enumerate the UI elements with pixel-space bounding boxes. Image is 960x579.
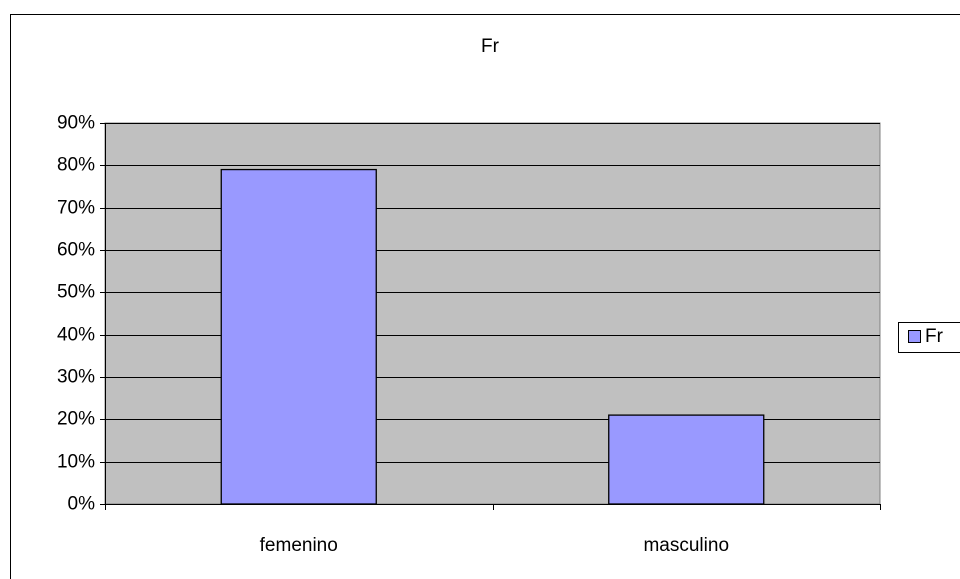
y-tick-label: 10% (57, 452, 95, 473)
y-tick-label: 70% (57, 198, 95, 219)
bar (608, 414, 765, 505)
y-tick-label: 20% (57, 409, 95, 430)
y-tick-label: 60% (57, 240, 95, 261)
y-tick-label: 90% (57, 113, 95, 134)
bar (220, 168, 377, 505)
y-tick-label: 40% (57, 325, 95, 346)
y-tick-label: 30% (57, 367, 95, 388)
legend-swatch (908, 330, 921, 343)
y-tick-label: 0% (68, 494, 96, 515)
chart-title: Fr (481, 36, 500, 57)
x-tick-label: masculino (643, 535, 729, 556)
y-tick-label: 80% (57, 155, 95, 176)
legend-label: Fr (925, 326, 944, 347)
x-tick-label: femenino (260, 535, 338, 556)
y-tick-label: 50% (57, 282, 95, 303)
